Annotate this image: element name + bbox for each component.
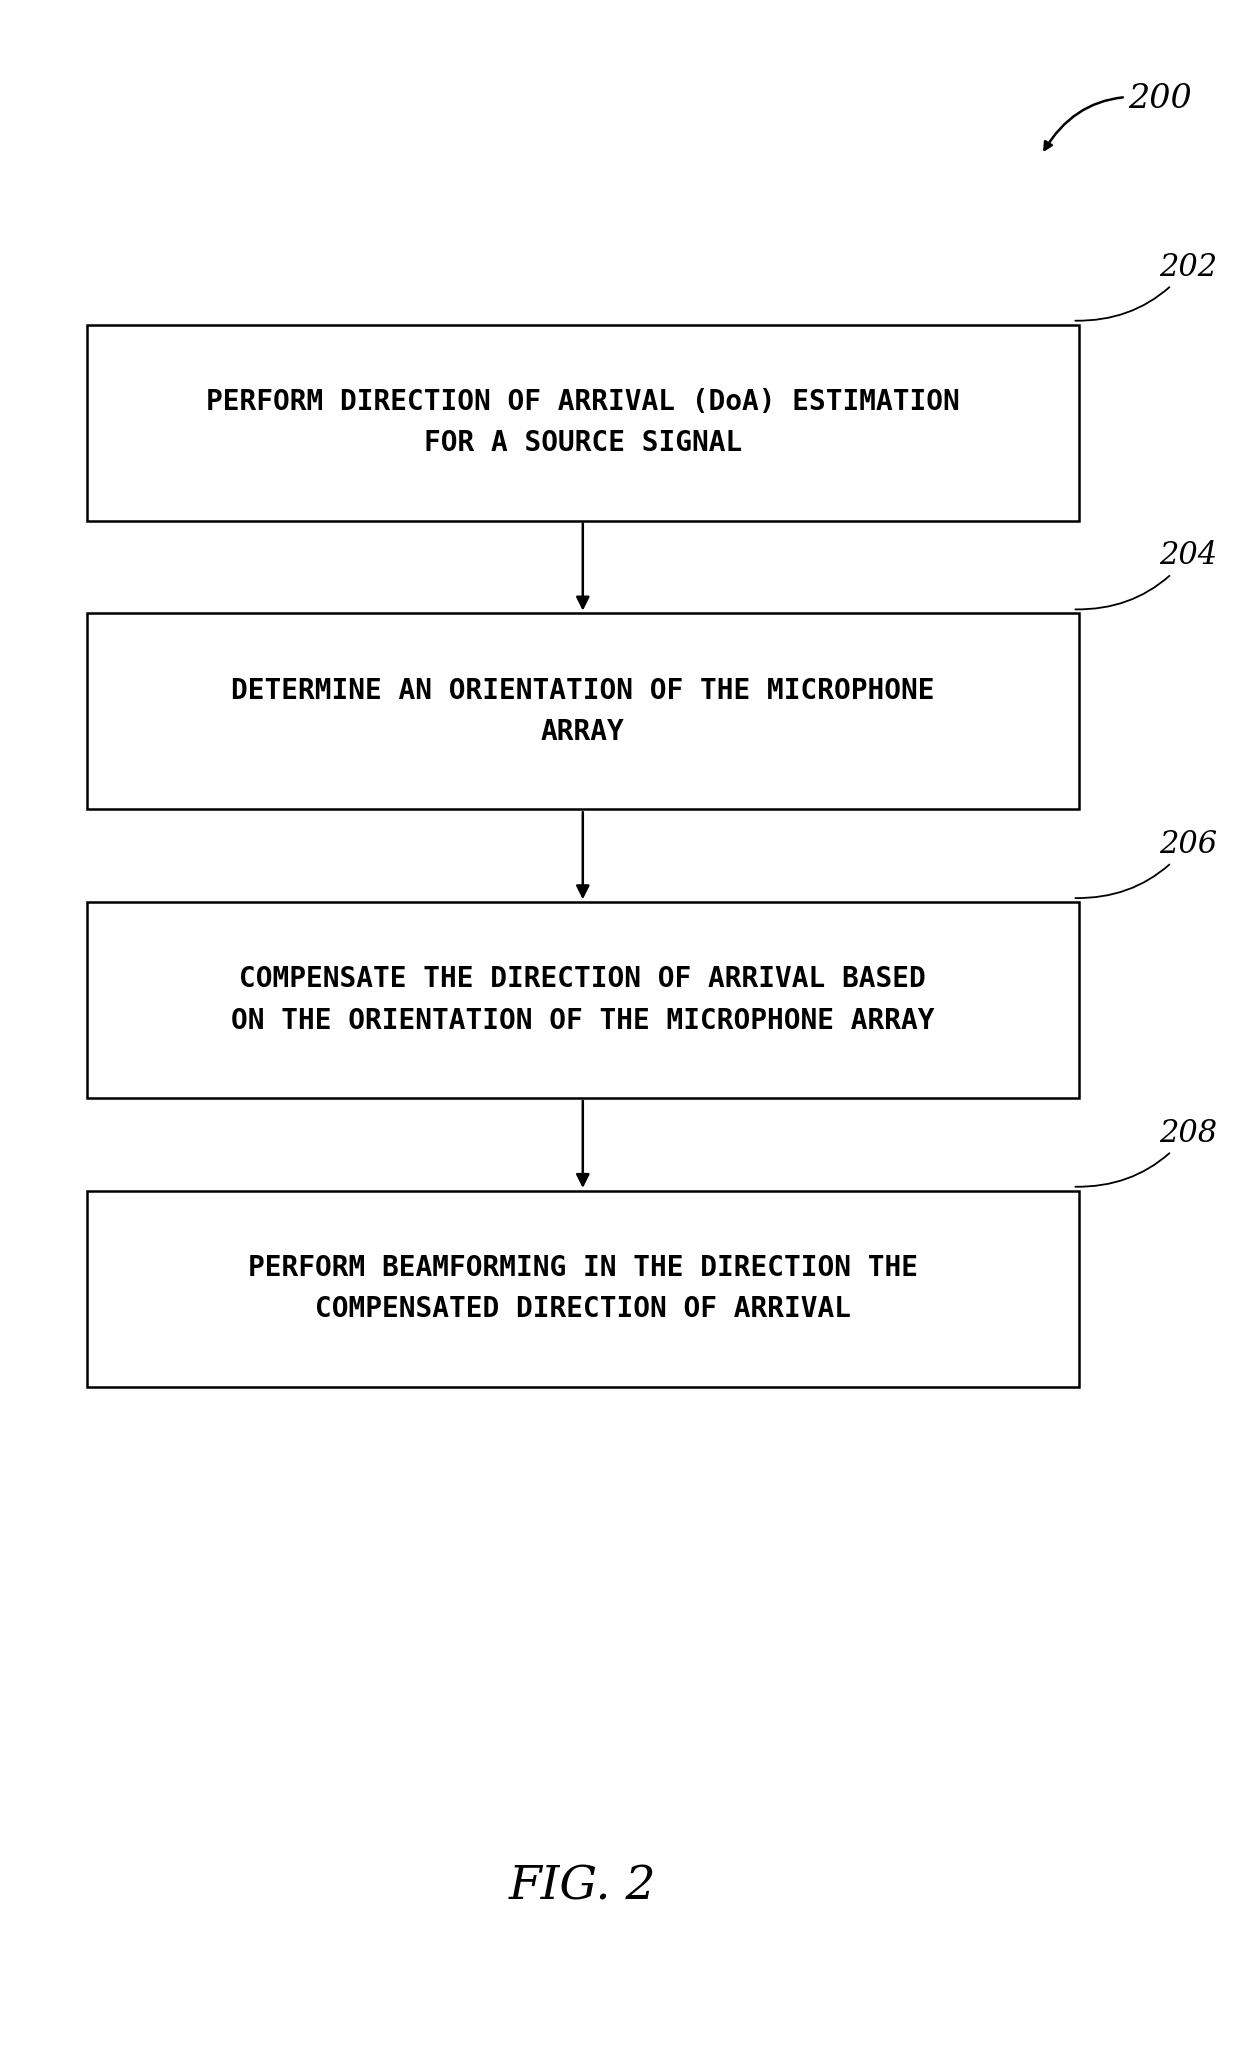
Text: 208: 208 xyxy=(1075,1118,1218,1188)
Text: 202: 202 xyxy=(1075,252,1218,322)
Text: 206: 206 xyxy=(1075,829,1218,899)
Bar xyxy=(87,614,1079,808)
Bar xyxy=(87,903,1079,1097)
Text: PERFORM BEAMFORMING IN THE DIRECTION THE
COMPENSATED DIRECTION OF ARRIVAL: PERFORM BEAMFORMING IN THE DIRECTION THE… xyxy=(248,1254,918,1324)
Bar xyxy=(87,1190,1079,1386)
Text: DETERMINE AN ORIENTATION OF THE MICROPHONE
ARRAY: DETERMINE AN ORIENTATION OF THE MICROPHO… xyxy=(231,676,935,746)
Text: COMPENSATE THE DIRECTION OF ARRIVAL BASED
ON THE ORIENTATION OF THE MICROPHONE A: COMPENSATE THE DIRECTION OF ARRIVAL BASE… xyxy=(231,965,935,1035)
Text: 200: 200 xyxy=(1044,82,1192,151)
Text: 204: 204 xyxy=(1075,540,1218,610)
Text: PERFORM DIRECTION OF ARRIVAL (DoA) ESTIMATION
FOR A SOURCE SIGNAL: PERFORM DIRECTION OF ARRIVAL (DoA) ESTIM… xyxy=(206,388,960,458)
Text: FIG. 2: FIG. 2 xyxy=(508,1864,657,1909)
Bar xyxy=(87,326,1079,520)
